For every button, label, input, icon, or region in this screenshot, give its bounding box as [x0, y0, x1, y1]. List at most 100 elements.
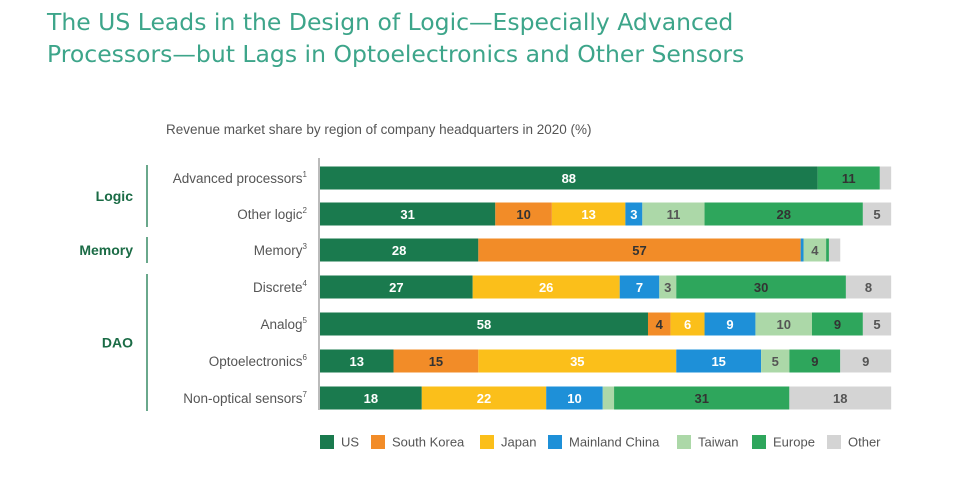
legend-swatch-mainland-china	[548, 435, 562, 449]
bar-discrete-europe	[676, 275, 846, 299]
bar-other-logic-mainland-china	[625, 202, 643, 226]
chart-title-line-2: Processors—but Lags in Optoelectronics a…	[47, 40, 745, 68]
data-label-other-logic-taiwan: 11	[667, 207, 681, 222]
legend-label-other: Other	[848, 435, 881, 450]
bar-memory-mainland-china	[800, 238, 804, 262]
data-label-other-logic-japan: 13	[581, 207, 595, 222]
data-label-memory-us: 28	[392, 243, 406, 258]
data-label-other-logic-other: 5	[873, 207, 880, 222]
data-label-analog-europe: 9	[834, 317, 841, 332]
bar-discrete-taiwan	[659, 275, 677, 299]
bar-memory-europe	[826, 238, 829, 262]
bar-memory-us	[320, 238, 479, 262]
bar-advanced-processors-other	[879, 166, 892, 190]
bar-other-logic-other	[862, 202, 892, 226]
data-label-optoelectronics-us: 13	[350, 354, 364, 369]
bar-analog-japan	[670, 312, 705, 336]
legend-label-mainland-china: Mainland China	[569, 435, 660, 450]
legend-label-south-korea: South Korea	[392, 435, 465, 450]
category-label-other-logic: Other logic2	[237, 206, 307, 222]
data-label-optoelectronics-europe: 9	[811, 354, 818, 369]
data-label-advanced-processors-us: 88	[562, 171, 576, 186]
category-label-memory: Memory3	[254, 242, 308, 258]
bar-optoelectronics-japan	[478, 349, 677, 373]
bar-analog-taiwan	[755, 312, 812, 336]
data-label-analog-taiwan: 10	[776, 317, 790, 332]
data-label-optoelectronics-japan: 35	[570, 354, 584, 369]
bar-other-logic-south-korea	[495, 202, 552, 226]
bar-discrete-us	[320, 275, 473, 299]
legend-swatch-japan	[480, 435, 494, 449]
data-label-other-logic-europe: 28	[776, 207, 790, 222]
data-label-memory-south-korea: 57	[632, 243, 646, 258]
bar-optoelectronics-mainland-china	[676, 349, 762, 373]
bar-discrete-japan	[472, 275, 620, 299]
chart-title: The US Leads in the Design of Logic—Espe…	[47, 6, 947, 70]
bar-memory-other	[828, 238, 841, 262]
bar-analog-mainland-china	[704, 312, 756, 336]
category-label-optoelectronics: Optoelectronics6	[209, 353, 308, 369]
bar-other-logic-taiwan	[642, 202, 705, 226]
bar-advanced-processors-europe	[817, 166, 880, 190]
data-label-optoelectronics-taiwan: 5	[772, 354, 779, 369]
data-label-other-logic-mainland-china: 3	[630, 207, 637, 222]
data-label-optoelectronics-south-korea: 15	[429, 354, 443, 369]
bar-non-optical-sensors-other	[789, 386, 892, 410]
bar-analog-south-korea	[647, 312, 671, 336]
bar-analog-europe	[811, 312, 863, 336]
legend-label-us: US	[341, 435, 359, 450]
data-label-analog-south-korea: 4	[656, 317, 664, 332]
data-label-analog-us: 58	[477, 317, 491, 332]
bar-discrete-other	[845, 275, 892, 299]
category-label-advanced-processors: Advanced processors1	[173, 170, 308, 186]
bar-other-logic-us	[320, 202, 496, 226]
bar-advanced-processors-us	[320, 166, 818, 190]
legend-swatch-south-korea	[371, 435, 385, 449]
bar-optoelectronics-south-korea	[393, 349, 479, 373]
data-label-non-optical-sensors-europe: 31	[694, 391, 708, 406]
legend-swatch-europe	[752, 435, 766, 449]
data-label-other-logic-south-korea: 10	[516, 207, 530, 222]
bar-non-optical-sensors-taiwan	[602, 386, 615, 410]
data-label-other-logic-us: 31	[400, 207, 414, 222]
bar-non-optical-sensors-europe	[614, 386, 790, 410]
bar-other-logic-japan	[551, 202, 626, 226]
bar-analog-other	[862, 312, 892, 336]
bar-optoelectronics-taiwan	[761, 349, 790, 373]
data-label-advanced-processors-europe: 11	[842, 171, 856, 186]
chart-title-line-1: The US Leads in the Design of Logic—Espe…	[47, 8, 734, 36]
bar-memory-taiwan	[803, 238, 827, 262]
bar-non-optical-sensors-us	[320, 386, 422, 410]
category-label-analog: Analog5	[261, 316, 308, 332]
data-label-optoelectronics-other: 9	[862, 354, 869, 369]
data-label-analog-other: 5	[873, 317, 880, 332]
legend-label-europe: Europe	[773, 435, 815, 450]
bar-analog-us	[320, 312, 648, 336]
category-label-non-optical-sensors: Non-optical sensors7	[183, 390, 307, 406]
data-label-non-optical-sensors-mainland-china: 10	[567, 391, 581, 406]
legend-swatch-taiwan	[677, 435, 691, 449]
data-label-discrete-other: 8	[865, 280, 872, 295]
data-label-analog-japan: 6	[684, 317, 691, 332]
bar-optoelectronics-us	[320, 349, 394, 373]
data-label-non-optical-sensors-japan: 22	[477, 391, 491, 406]
chart-subtitle: Revenue market share by region of compan…	[166, 122, 592, 137]
bar-discrete-mainland-china	[619, 275, 660, 299]
bar-other-logic-europe	[704, 202, 863, 226]
data-label-non-optical-sensors-other: 18	[833, 391, 847, 406]
data-label-optoelectronics-mainland-china: 15	[711, 354, 725, 369]
data-label-discrete-europe: 30	[754, 280, 768, 295]
group-label-logic: Logic	[96, 188, 134, 204]
legend-swatch-us	[320, 435, 334, 449]
legend-label-japan: Japan	[501, 435, 536, 450]
bar-non-optical-sensors-japan	[421, 386, 547, 410]
data-label-discrete-mainland-china: 7	[636, 280, 643, 295]
bar-optoelectronics-other	[840, 349, 892, 373]
data-label-non-optical-sensors-us: 18	[364, 391, 378, 406]
category-label-discrete: Discrete4	[253, 279, 308, 295]
bar-non-optical-sensors-mainland-china	[546, 386, 603, 410]
data-label-discrete-japan: 26	[539, 280, 553, 295]
legend-swatch-other	[827, 435, 841, 449]
data-label-discrete-us: 27	[389, 280, 403, 295]
